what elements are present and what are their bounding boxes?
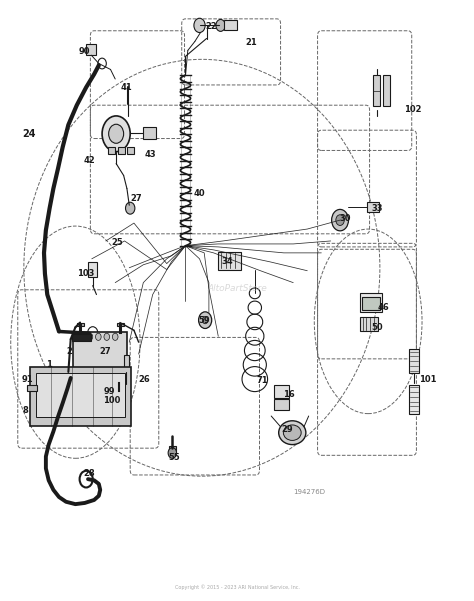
Text: 55: 55	[168, 453, 180, 462]
Bar	[118, 147, 125, 154]
Text: 28: 28	[83, 469, 95, 478]
Bar	[383, 75, 390, 106]
Bar	[88, 262, 97, 276]
Text: 34: 34	[222, 257, 233, 266]
Circle shape	[332, 209, 348, 231]
Bar	[108, 147, 115, 154]
Text: 21: 21	[245, 38, 257, 47]
Text: 103: 103	[77, 269, 95, 278]
Text: 50: 50	[372, 323, 383, 332]
Circle shape	[126, 203, 135, 214]
Text: 46: 46	[377, 303, 389, 312]
Bar	[30, 367, 131, 426]
Text: 43: 43	[145, 150, 156, 159]
Text: 59: 59	[199, 316, 210, 325]
Text: 71: 71	[257, 376, 269, 385]
Text: 30: 30	[339, 214, 350, 223]
Text: 91: 91	[21, 375, 33, 384]
Bar	[410, 349, 419, 373]
Circle shape	[194, 18, 205, 32]
Bar	[143, 127, 156, 139]
Bar	[72, 334, 91, 341]
Text: 102: 102	[404, 105, 421, 114]
Bar	[86, 44, 97, 55]
Bar	[36, 373, 125, 416]
Bar	[169, 446, 176, 451]
Text: 25: 25	[112, 237, 123, 246]
Bar	[274, 399, 289, 410]
Bar	[127, 147, 134, 154]
Text: 90: 90	[79, 47, 91, 56]
Text: 22: 22	[205, 22, 217, 31]
Text: 1: 1	[46, 361, 52, 369]
Text: 16: 16	[283, 390, 294, 399]
Text: 27: 27	[130, 194, 142, 203]
Bar	[410, 385, 419, 413]
Bar	[73, 332, 127, 371]
Circle shape	[168, 448, 177, 459]
Circle shape	[202, 317, 208, 324]
Text: 41: 41	[121, 83, 133, 92]
Circle shape	[336, 215, 344, 225]
Text: AltoPartStore: AltoPartStore	[207, 284, 267, 293]
Text: Copyright © 2015 - 2023 ARI National Service, Inc.: Copyright © 2015 - 2023 ARI National Ser…	[174, 585, 300, 590]
Bar	[224, 20, 237, 29]
Text: 40: 40	[194, 189, 205, 198]
Circle shape	[79, 333, 84, 340]
Bar	[373, 75, 380, 106]
Text: 8: 8	[22, 406, 28, 415]
Bar	[362, 297, 380, 310]
Text: 42: 42	[83, 156, 95, 165]
Bar	[77, 323, 84, 326]
Text: 27: 27	[99, 347, 111, 356]
Bar	[274, 385, 289, 398]
Text: 26: 26	[138, 374, 150, 383]
Ellipse shape	[279, 421, 306, 445]
Text: 101: 101	[419, 374, 437, 383]
Text: 100: 100	[103, 396, 120, 405]
Bar	[27, 385, 36, 391]
Circle shape	[104, 333, 109, 340]
Circle shape	[216, 19, 225, 31]
Circle shape	[96, 333, 101, 340]
Text: 2: 2	[66, 347, 72, 356]
Circle shape	[112, 333, 118, 340]
Text: 24: 24	[22, 129, 35, 139]
Text: 29: 29	[282, 426, 293, 434]
Circle shape	[199, 312, 212, 329]
Circle shape	[102, 116, 130, 151]
Bar	[218, 252, 241, 269]
Circle shape	[116, 388, 122, 396]
Circle shape	[109, 124, 124, 143]
Text: 99: 99	[104, 387, 115, 396]
Ellipse shape	[283, 425, 301, 441]
Bar	[117, 323, 124, 326]
Bar	[367, 202, 379, 212]
Text: 33: 33	[372, 204, 383, 213]
Bar	[360, 317, 377, 332]
Circle shape	[87, 333, 93, 340]
Bar	[124, 355, 129, 372]
Bar	[360, 293, 382, 313]
Text: 194276D: 194276D	[293, 489, 325, 495]
